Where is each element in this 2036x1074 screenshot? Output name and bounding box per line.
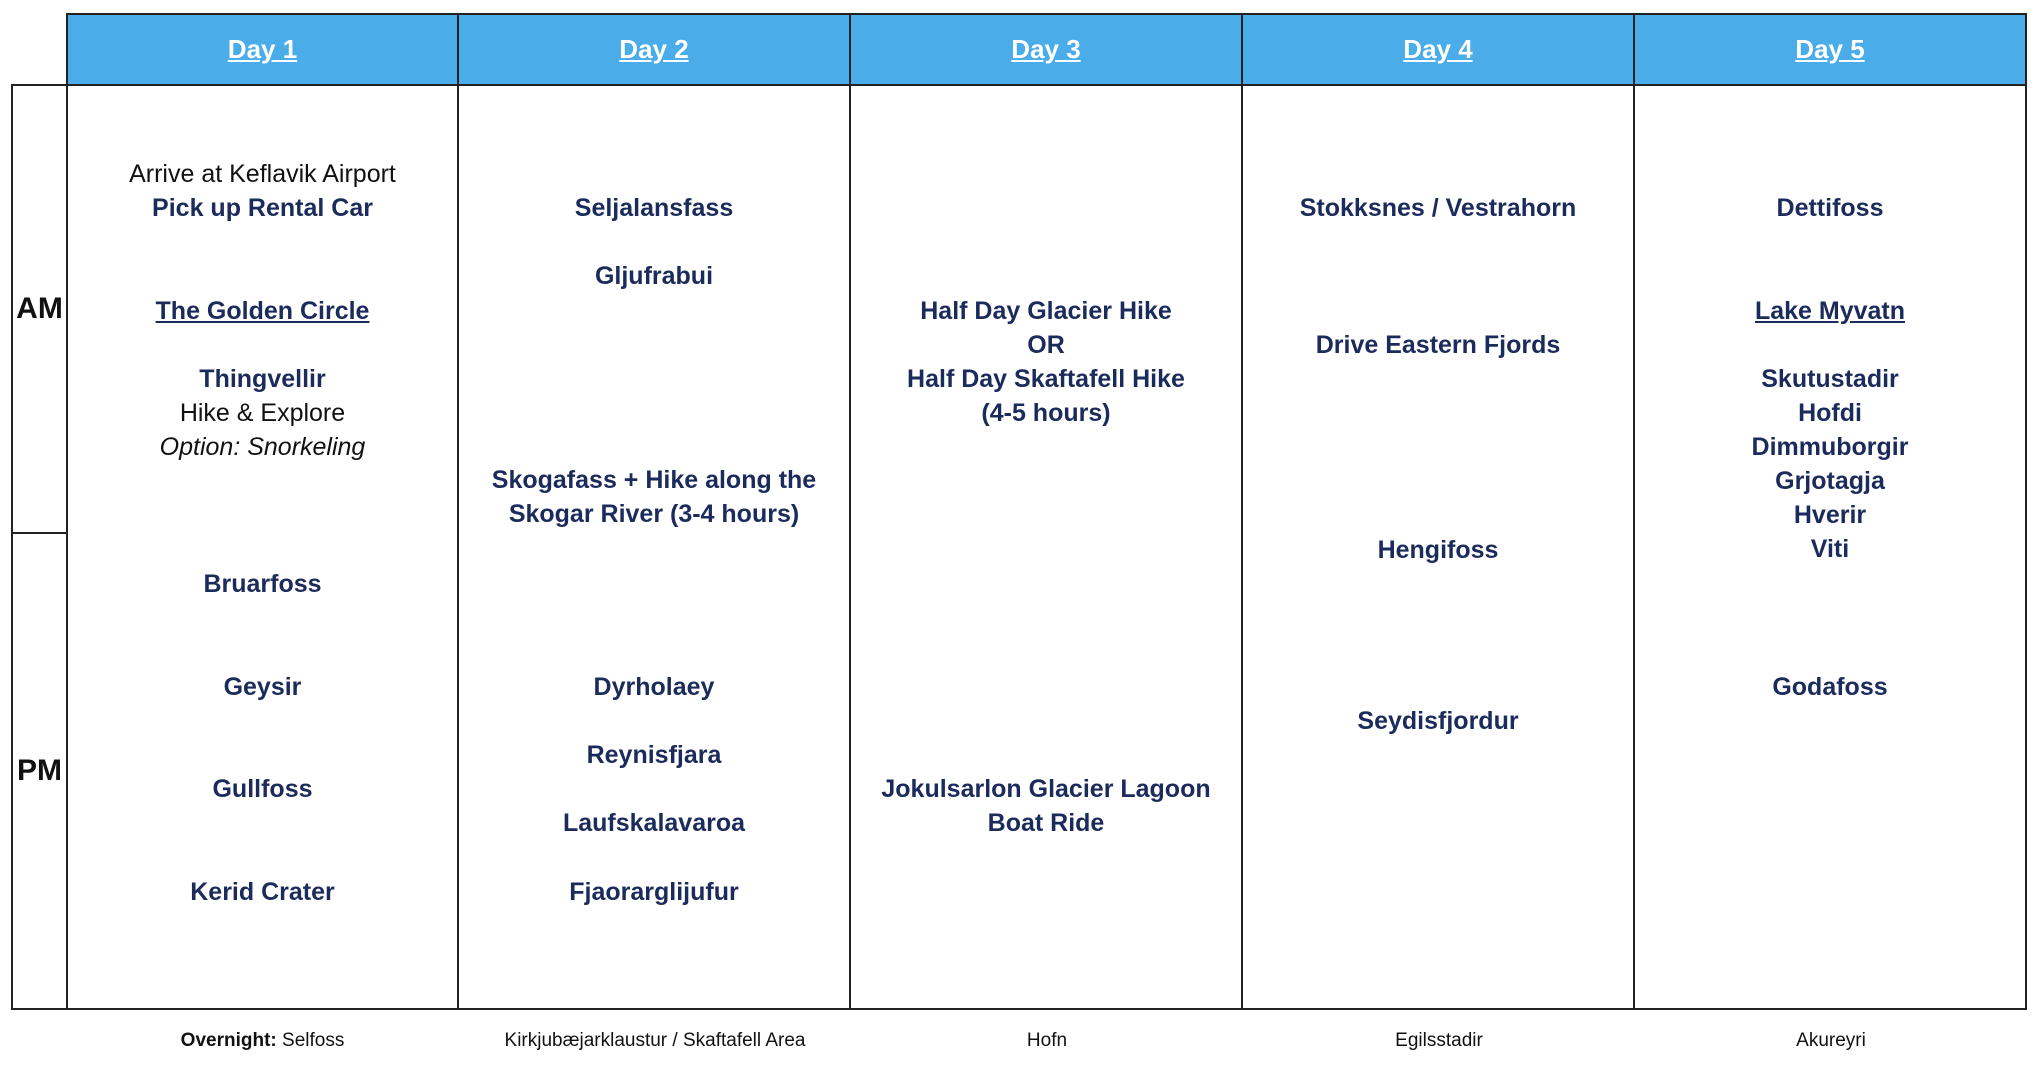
day4-seydisfjordur: Seydisfjordur bbox=[1357, 707, 1519, 735]
day2-seljalandsfoss: Seljalansfass bbox=[574, 194, 734, 222]
day-2-column: Seljalansfass Gljufrabui Skogafass + Hik… bbox=[459, 84, 851, 1010]
am-label: AM bbox=[11, 84, 68, 534]
day5-viti: Viti bbox=[1810, 535, 1850, 563]
day3-boat-ride: Boat Ride bbox=[987, 809, 1105, 837]
overnight-day-3: Hofn bbox=[1026, 1030, 1068, 1051]
day2-skogafoss-line2: Skogar River (3-4 hours) bbox=[508, 500, 800, 528]
day5-skutustadir: Skutustadir bbox=[1761, 365, 1899, 393]
overnight-day-2: Kirkjubæjarklaustur / Skaftafell Area bbox=[504, 1030, 806, 1051]
day2-fjadrargljufur: Fjaorarglijufur bbox=[569, 878, 739, 906]
day1-arrive: Arrive at Keflavik Airport bbox=[129, 160, 396, 188]
header-day-4: Day 4 bbox=[1243, 13, 1635, 84]
overnight-value: Selfoss bbox=[282, 1030, 345, 1051]
day3-hours: (4-5 hours) bbox=[981, 399, 1111, 427]
day1-gullfoss: Gullfoss bbox=[212, 775, 313, 803]
day5-dettifoss: Dettifoss bbox=[1776, 194, 1884, 222]
day4-hengifoss: Hengifoss bbox=[1377, 536, 1499, 564]
header-day-3: Day 3 bbox=[851, 13, 1243, 84]
day2-laufskalavarda: Laufskalavaroa bbox=[562, 809, 746, 837]
day1-golden-circle: The Golden Circle bbox=[155, 297, 370, 325]
day-4-column: Stokksnes / Vestrahorn Drive Eastern Fjo… bbox=[1243, 84, 1635, 1010]
day-3-column: Half Day Glacier Hike OR Half Day Skafta… bbox=[851, 84, 1243, 1010]
day5-grjotagja: Grjotagja bbox=[1775, 467, 1885, 495]
day1-hike: Hike & Explore bbox=[179, 399, 346, 427]
day2-reynisfjara: Reynisfjara bbox=[586, 741, 722, 769]
overnight-day-4: Egilsstadir bbox=[1395, 1030, 1483, 1051]
day4-eastern-fjords: Drive Eastern Fjords bbox=[1315, 331, 1561, 359]
pm-label: PM bbox=[11, 532, 68, 1010]
day5-hofdi: Hofdi bbox=[1798, 399, 1862, 427]
header-day-5: Day 5 bbox=[1635, 13, 2027, 84]
day3-skaftafell-hike: Half Day Skaftafell Hike bbox=[907, 365, 1185, 393]
day1-geysir: Geysir bbox=[223, 673, 302, 701]
day5-dimmuborgir: Dimmuborgir bbox=[1751, 433, 1909, 461]
day4-stokksnes: Stokksnes / Vestrahorn bbox=[1299, 194, 1577, 222]
day2-gljufrabui: Gljufrabui bbox=[594, 262, 714, 290]
day3-jokulsarlon: Jokulsarlon Glacier Lagoon bbox=[881, 775, 1211, 803]
day5-hverir: Hverir bbox=[1793, 501, 1867, 529]
day3-or: OR bbox=[1027, 331, 1065, 359]
day-5-column: Dettifoss Lake Myvatn Skutustadir Hofdi … bbox=[1635, 84, 2027, 1010]
header-day-1: Day 1 bbox=[66, 13, 459, 84]
day1-thingvellir: Thingvellir bbox=[199, 365, 326, 393]
day-1-column: Arrive at Keflavik Airport Pick up Renta… bbox=[66, 84, 459, 1010]
overnight-day-1: Overnight: Selfoss bbox=[66, 1030, 459, 1052]
overnight-label: Overnight: bbox=[180, 1030, 277, 1051]
day1-bruarfoss: Bruarfoss bbox=[203, 570, 322, 598]
day1-rental: Pick up Rental Car bbox=[152, 194, 373, 222]
day5-lake-myvatn: Lake Myvatn bbox=[1754, 297, 1906, 325]
day2-skogafoss-line1: Skogafass + Hike along the bbox=[491, 466, 817, 494]
day2-dyrholaey: Dyrholaey bbox=[593, 673, 715, 701]
day1-kerid: Kerid Crater bbox=[190, 878, 335, 906]
day5-godafoss: Godafoss bbox=[1772, 673, 1888, 701]
day3-glacier-hike: Half Day Glacier Hike bbox=[920, 297, 1172, 325]
overnight-day-5: Akureyri bbox=[1796, 1030, 1866, 1051]
day1-option: Option: Snorkeling bbox=[159, 433, 366, 461]
header-day-2: Day 2 bbox=[459, 13, 851, 84]
